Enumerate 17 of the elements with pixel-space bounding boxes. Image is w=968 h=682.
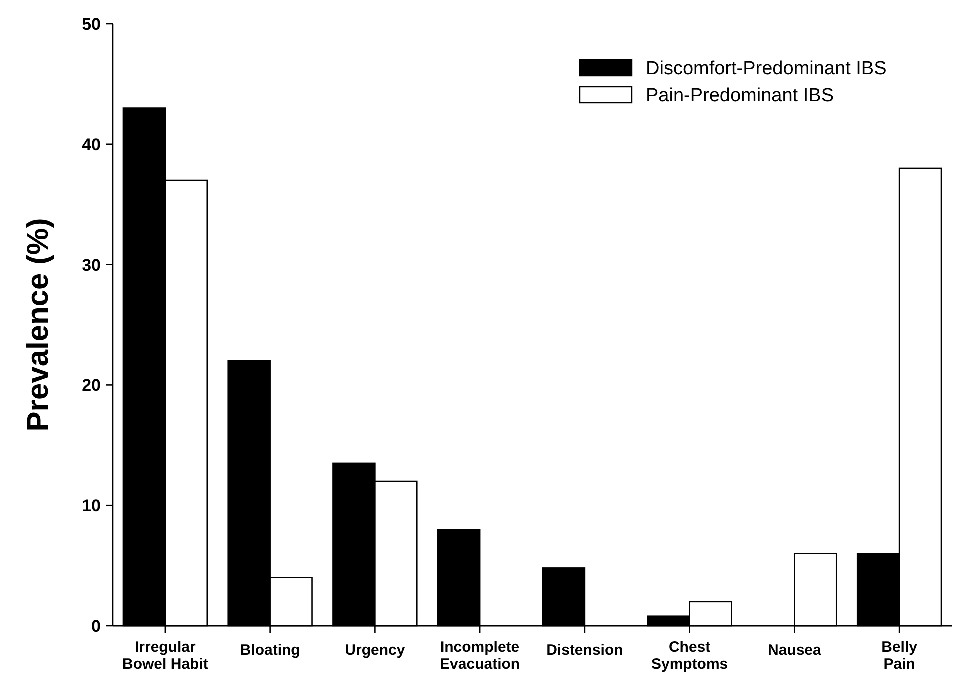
x-tick-label: Belly Pain: [882, 639, 918, 673]
y-axis-title: Prevalence (%): [22, 218, 55, 432]
x-tick-label: Chest Symptoms: [651, 639, 728, 673]
x-tick-label: Distension: [546, 642, 624, 659]
x-tick-label: Incomplete Evacuation: [440, 639, 520, 673]
x-tick-label: Bloating: [240, 642, 300, 659]
y-tick-label: 50: [82, 14, 101, 34]
y-tick-label: 30: [82, 256, 101, 275]
x-tick-label: Nausea: [768, 642, 822, 659]
y-tick-label: 20: [82, 376, 101, 396]
y-tick-label: 0: [92, 616, 101, 636]
legend-label: Discomfort-Predominant IBS: [646, 58, 887, 80]
x-tick-label: Urgency: [345, 642, 406, 659]
y-tick-label: 40: [82, 135, 101, 154]
legend-label: Pain-Predominant IBS: [646, 86, 834, 107]
y-tick-label: 10: [82, 496, 101, 516]
x-tick-label: Irregular Bowel Habit: [122, 639, 208, 673]
